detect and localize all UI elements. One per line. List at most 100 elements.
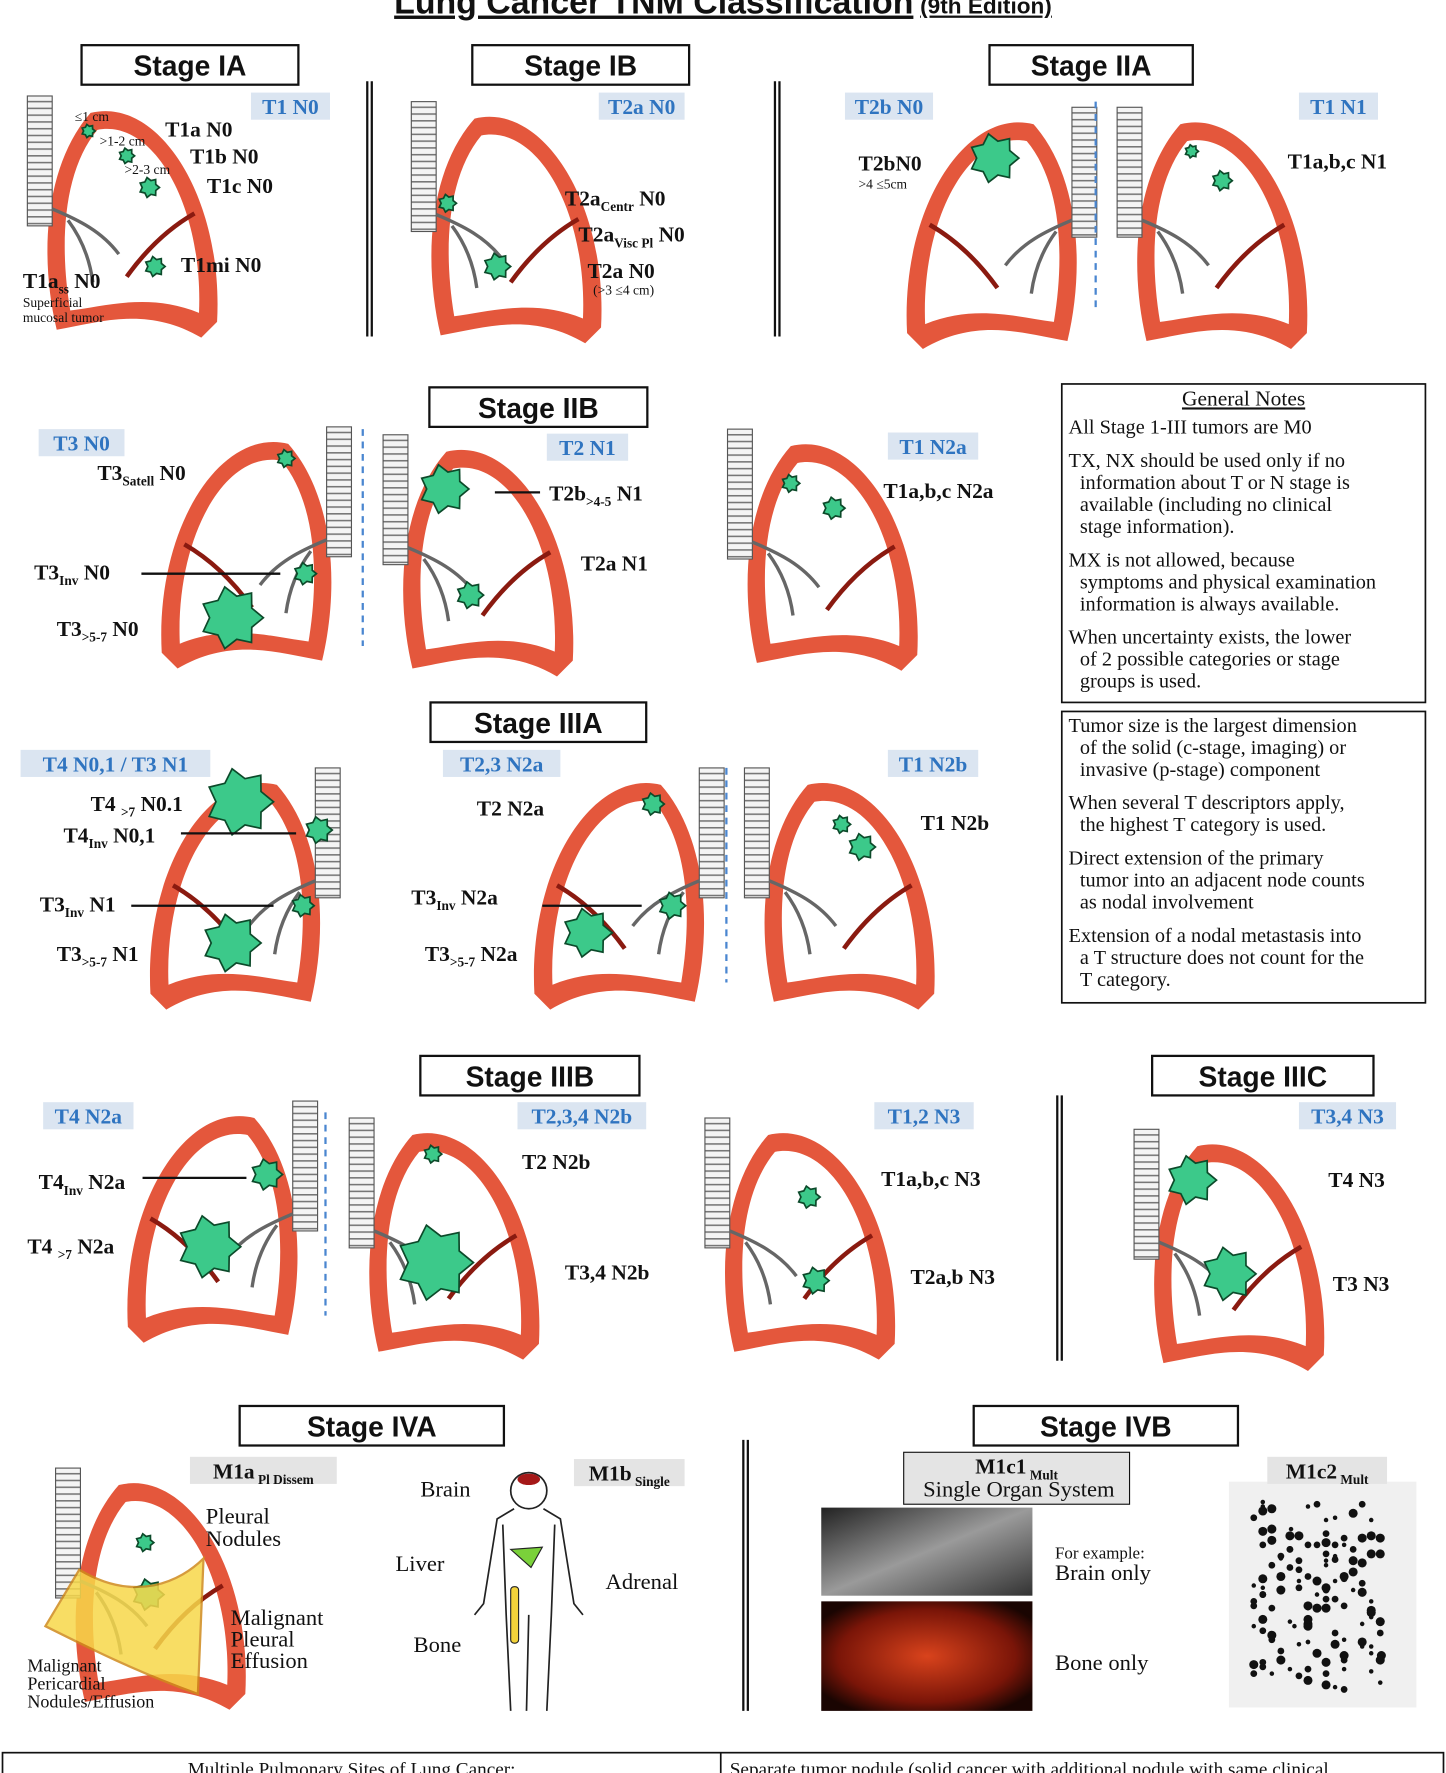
tumor (848, 832, 877, 862)
label: Pleural (231, 1627, 295, 1652)
label-part: >7 (58, 1247, 73, 1262)
pet-spot (1331, 1629, 1339, 1637)
stage-box (1151, 1054, 1375, 1097)
label: >2-3 cm (124, 162, 170, 177)
label: T2aCentr N0 (565, 187, 666, 215)
note-line: information is always available. (1080, 593, 1339, 615)
pet-spot (1350, 1587, 1356, 1593)
pet-spot (1341, 1542, 1347, 1548)
note-line: as nodal involvement (1080, 892, 1254, 914)
label-part: N2a (83, 1170, 126, 1194)
tag-box (887, 432, 979, 460)
label: T4 N3 (1328, 1168, 1385, 1192)
label-part: Inv (64, 1183, 84, 1198)
label: Nodules/Effusion (27, 1692, 154, 1712)
note-line: groups is used. (1080, 671, 1201, 693)
tumor (420, 463, 471, 515)
liver (509, 1546, 544, 1569)
pet-spot (1259, 1627, 1267, 1635)
pet-spot (1359, 1621, 1365, 1627)
tag-box (1298, 92, 1378, 120)
pet-spot (1376, 1629, 1384, 1637)
label-part: N0 (107, 617, 139, 641)
lung-drawing (411, 102, 601, 344)
pet-spot (1305, 1639, 1311, 1645)
label: T1 N2b (921, 811, 990, 835)
note-line: available (including no clinical (1080, 494, 1332, 516)
pet-spot (1305, 1504, 1311, 1509)
label-part: Satell (122, 474, 154, 489)
label: T3>5-7 N1 (57, 942, 139, 970)
pet-spot (1341, 1666, 1347, 1672)
label-part: Inv (65, 905, 85, 920)
ct-image (821, 1601, 1033, 1711)
pet-spot (1377, 1680, 1383, 1685)
note-line: TX, NX should be used only if no (1069, 450, 1345, 472)
tumor (802, 1266, 831, 1296)
pet-spot (1258, 1506, 1268, 1516)
label: T4Inv N0,1 (63, 823, 155, 851)
pet-spot (1251, 1583, 1257, 1588)
pet-spot (1357, 1587, 1367, 1597)
label: T3,4 N2b (565, 1260, 650, 1284)
label: Adrenal (606, 1569, 679, 1594)
label: T3Satell N0 (97, 461, 185, 489)
pet-spot (1321, 1538, 1331, 1548)
tag-label: T4 N0,1 / T3 N1 (43, 752, 189, 776)
tag-box (903, 1451, 1131, 1505)
tag-label: T3,4 N3 (1311, 1105, 1384, 1129)
pet-spot (1323, 1517, 1329, 1523)
label: T4Inv N2a (39, 1170, 126, 1198)
label: T1ass N0 (23, 269, 101, 297)
stage-box (988, 44, 1194, 86)
notes-box (1060, 383, 1427, 704)
pet-spot (1288, 1526, 1294, 1532)
pet-spot (1331, 1556, 1339, 1563)
label: Pleural (206, 1503, 270, 1528)
pet-spot (1259, 1591, 1267, 1598)
label: T1a,b,c N1 (1288, 149, 1387, 173)
tag-label-part: M1b (589, 1462, 632, 1486)
tag-box (887, 749, 979, 777)
pet-spot (1276, 1585, 1286, 1595)
stage-box (471, 44, 691, 86)
pet-spot (1377, 1655, 1383, 1661)
pet-spot (1340, 1602, 1348, 1610)
tumor (797, 1184, 822, 1210)
label-part: T3 (411, 886, 436, 910)
pet-spot (1314, 1592, 1320, 1597)
label: T1b N0 (190, 145, 258, 169)
pet-spot (1348, 1567, 1358, 1577)
lung-drawing (1134, 1129, 1324, 1371)
pet-spot (1295, 1557, 1303, 1565)
pet-spot (1258, 1614, 1268, 1624)
tag-label: T1 N1 (1310, 95, 1367, 119)
pet-spot (1303, 1621, 1313, 1631)
pet-spot (1375, 1533, 1385, 1543)
lung-drawing (127, 1101, 317, 1343)
pet-spot (1296, 1642, 1302, 1647)
tumor (970, 132, 1021, 184)
label-part: T2b (549, 481, 586, 505)
tumor (251, 1157, 284, 1192)
pet-spot (1357, 1637, 1367, 1647)
pet-spot (1304, 1665, 1312, 1673)
tag-label: M1c1 Mult (975, 1455, 1058, 1483)
tumor (483, 252, 513, 282)
label: T1a,b,c N2a (883, 479, 993, 503)
page-title: Lung Cancer TNM Classification (9th Editi… (394, 0, 1052, 22)
label-part: Visc Pl (614, 235, 653, 250)
tag-label-part: M1a (213, 1459, 255, 1483)
note-line: MX is not allowed, because (1069, 549, 1295, 571)
lung-drawing (744, 768, 934, 1010)
edition: (9th Edition) (920, 0, 1052, 19)
tag-box (598, 92, 685, 120)
pet-spot (1332, 1515, 1338, 1521)
pet-spot (1322, 1586, 1330, 1594)
pet-spot (1323, 1562, 1329, 1568)
bone (510, 1586, 520, 1644)
pet-spot (1321, 1657, 1331, 1667)
label: T4 >7 N0.1 (91, 792, 183, 820)
label-part: T3 (425, 942, 450, 966)
